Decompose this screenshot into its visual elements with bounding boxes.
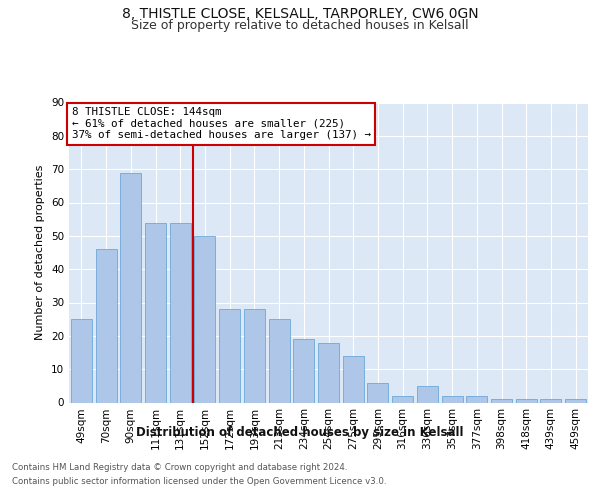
Text: 8, THISTLE CLOSE, KELSALL, TARPORLEY, CW6 0GN: 8, THISTLE CLOSE, KELSALL, TARPORLEY, CW…	[122, 8, 478, 22]
Text: 8 THISTLE CLOSE: 144sqm
← 61% of detached houses are smaller (225)
37% of semi-d: 8 THISTLE CLOSE: 144sqm ← 61% of detache…	[71, 107, 371, 140]
Bar	[95, 249, 116, 402]
Text: Contains public sector information licensed under the Open Government Licence v3: Contains public sector information licen…	[12, 477, 386, 486]
Bar	[417, 386, 438, 402]
Bar	[343, 356, 364, 403]
Text: Distribution of detached houses by size in Kelsall: Distribution of detached houses by size …	[136, 426, 464, 439]
Bar	[318, 342, 339, 402]
Bar	[491, 399, 512, 402]
Bar	[194, 236, 215, 402]
Bar	[442, 396, 463, 402]
Bar	[367, 382, 388, 402]
Text: Size of property relative to detached houses in Kelsall: Size of property relative to detached ho…	[131, 18, 469, 32]
Bar	[516, 399, 537, 402]
Bar	[120, 172, 141, 402]
Bar	[71, 319, 92, 402]
Y-axis label: Number of detached properties: Number of detached properties	[35, 165, 46, 340]
Bar	[466, 396, 487, 402]
Bar	[269, 319, 290, 402]
Bar	[392, 396, 413, 402]
Bar	[541, 399, 562, 402]
Text: Contains HM Land Registry data © Crown copyright and database right 2024.: Contains HM Land Registry data © Crown c…	[12, 464, 347, 472]
Bar	[565, 399, 586, 402]
Bar	[219, 309, 240, 402]
Bar	[293, 339, 314, 402]
Bar	[145, 222, 166, 402]
Bar	[170, 222, 191, 402]
Bar	[244, 309, 265, 402]
